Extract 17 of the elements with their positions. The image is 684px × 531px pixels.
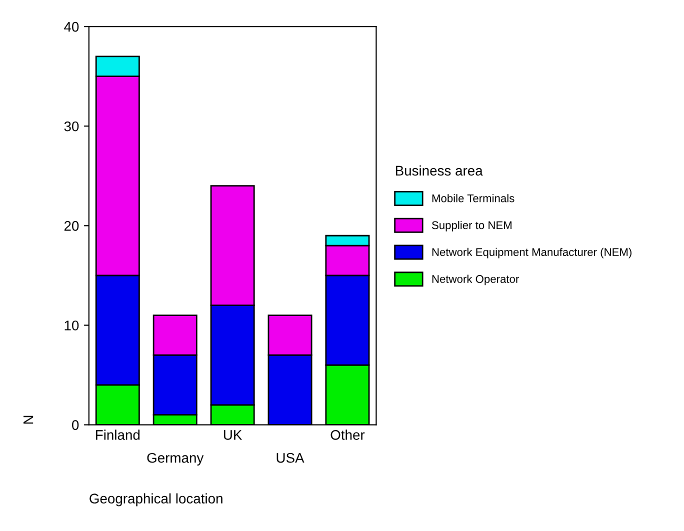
- y-tick-label: 30: [64, 121, 79, 132]
- y-tick-label: 0: [72, 420, 79, 430]
- y-tick-label: 40: [64, 22, 79, 32]
- x-tick-label: Germany: [147, 452, 204, 466]
- legend-label: Supplier to NEM: [432, 220, 512, 232]
- legend-label: Network Operator: [432, 274, 519, 286]
- y-tick-label: 20: [64, 221, 79, 231]
- x-tick-label: Finland: [96, 430, 140, 440]
- x-tick-label: UK: [224, 430, 242, 440]
- x-tick-label: Other: [330, 430, 365, 440]
- legend-label: Mobile Terminals: [432, 194, 514, 202]
- legend-label: Network Equipment Manufacturer (NEM): [432, 248, 632, 258]
- x-tick-label: USA: [276, 452, 304, 463]
- legend-title: Business area: [396, 165, 483, 176]
- x-axis-title: Geographical location: [90, 493, 222, 506]
- y-axis-title: N: [24, 416, 34, 424]
- y-tick-label: 10: [64, 320, 79, 330]
